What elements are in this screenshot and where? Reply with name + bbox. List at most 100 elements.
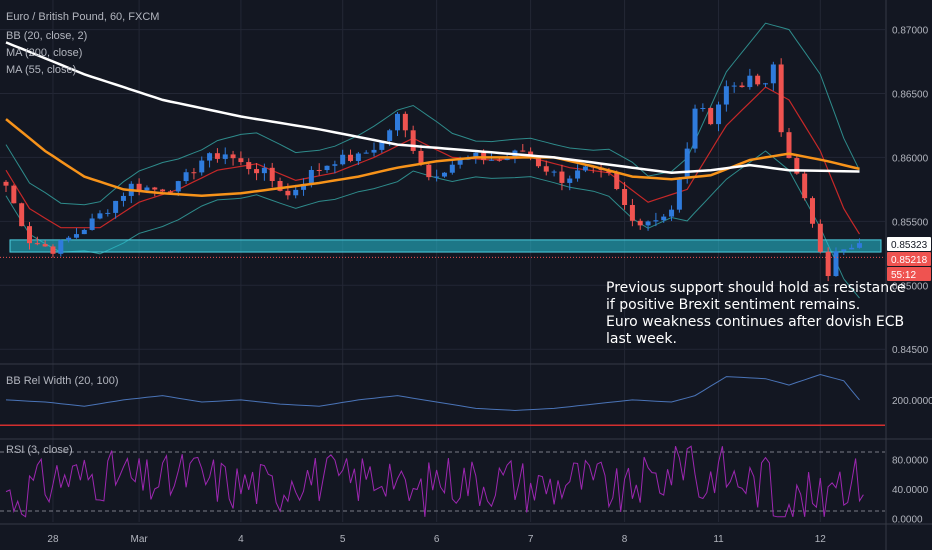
bb-rel-width-pane[interactable]: BB Rel Width (20, 100) (0, 373, 885, 427)
candle (833, 247, 839, 277)
candle (441, 172, 447, 178)
candle (230, 150, 236, 166)
time-tick-label: 5 (340, 534, 346, 545)
candle (669, 205, 675, 221)
candle (238, 151, 244, 166)
svg-text:55:12: 55:12 (891, 270, 916, 281)
time-tick-label: 7 (528, 534, 534, 545)
candle (567, 175, 573, 191)
time-tick-label: 6 (434, 534, 440, 545)
candle (849, 244, 855, 250)
candle (747, 68, 753, 90)
candle (81, 228, 87, 235)
candle (191, 168, 197, 180)
candle (755, 73, 761, 87)
candle (3, 180, 9, 193)
candle (269, 162, 275, 188)
candle (676, 176, 682, 213)
candle (332, 160, 338, 174)
candle (645, 220, 651, 231)
candle (19, 202, 25, 227)
candle (817, 219, 823, 254)
candle (637, 218, 643, 230)
candle (42, 240, 48, 247)
candle (700, 103, 706, 112)
candle (418, 144, 424, 167)
annotation-note: Previous support should hold as resistan… (606, 280, 905, 347)
candle (348, 149, 354, 163)
candle (395, 112, 400, 136)
price-tick-label: 0.86000 (892, 153, 929, 164)
candle (723, 80, 729, 112)
candle (105, 209, 111, 217)
candle (661, 214, 667, 223)
indicator-label: MA (55, close) (6, 64, 76, 76)
candle (778, 58, 784, 137)
candle (199, 156, 205, 176)
candle (301, 178, 307, 196)
ma-200-line (5, 41, 860, 175)
candle (575, 164, 581, 182)
candle (97, 210, 103, 220)
candle (763, 82, 769, 88)
bbrw-label: BB Rel Width (20, 100) (6, 375, 119, 387)
price-tick-label: 0.86500 (892, 90, 929, 101)
annotation-line: Euro weakness continues after dovish ECB (606, 314, 904, 330)
rsi-tick-label: 0.0000 (892, 514, 923, 525)
candle (261, 163, 267, 181)
candle (160, 188, 166, 192)
time-tick-label: 11 (713, 534, 724, 545)
bbrw-tick-label: 200.0000 (892, 396, 932, 407)
time-tick-label: 12 (815, 534, 827, 545)
candle (58, 239, 64, 257)
candle (543, 160, 549, 176)
bb-lower-band (5, 150, 860, 299)
candle (449, 160, 455, 175)
bb-upper-band (5, 22, 860, 206)
support-zone-rect (9, 239, 882, 253)
candle (50, 244, 56, 258)
price-tick-label: 0.85000 (892, 281, 929, 292)
candle (653, 212, 659, 227)
price-axis[interactable]: 0.87000 0.86500 0.86000 0.85500 0.85000 0.845… (887, 26, 932, 526)
candle (34, 236, 40, 246)
price-tag: 0.85323 (887, 236, 931, 251)
price-tick-label: 0.85500 (892, 217, 929, 228)
rsi-pane[interactable]: RSI (3, close) (0, 444, 885, 518)
candle (809, 196, 815, 228)
candle (316, 163, 322, 176)
rsi-line (5, 445, 864, 518)
time-tick-label: Mar (130, 534, 148, 545)
price-tick-label: 0.87000 (892, 26, 929, 37)
rsi-tick-label: 80.0000 (892, 455, 929, 466)
candle (622, 181, 628, 210)
candle (708, 107, 714, 126)
candle (214, 148, 220, 163)
time-tick-label: 4 (238, 534, 244, 545)
annotation-line: if positive Brexit sentiment remains. (606, 297, 860, 313)
candle (731, 82, 737, 93)
candle (402, 111, 408, 138)
candle (246, 158, 252, 175)
candle (434, 169, 440, 182)
support-zone (9, 239, 882, 253)
candle (113, 200, 119, 219)
ma-55-line (5, 118, 860, 198)
candle (739, 82, 745, 88)
svg-text:0.85323: 0.85323 (891, 240, 928, 251)
candle (26, 222, 32, 250)
candle (770, 61, 776, 91)
price-tick-label: 0.84500 (892, 345, 929, 356)
rsi-label: RSI (3, close) (6, 444, 73, 456)
time-axis[interactable]: 28 Mar 4 5 6 7 8 11 12 (47, 534, 826, 545)
chart-title: Euro / British Pound, 60, FXCM (6, 11, 159, 23)
candle (222, 147, 228, 165)
candle (183, 168, 189, 184)
candle (254, 163, 260, 181)
candle (340, 149, 346, 166)
svg-text:0.85218: 0.85218 (891, 255, 928, 266)
grid (0, 0, 885, 522)
